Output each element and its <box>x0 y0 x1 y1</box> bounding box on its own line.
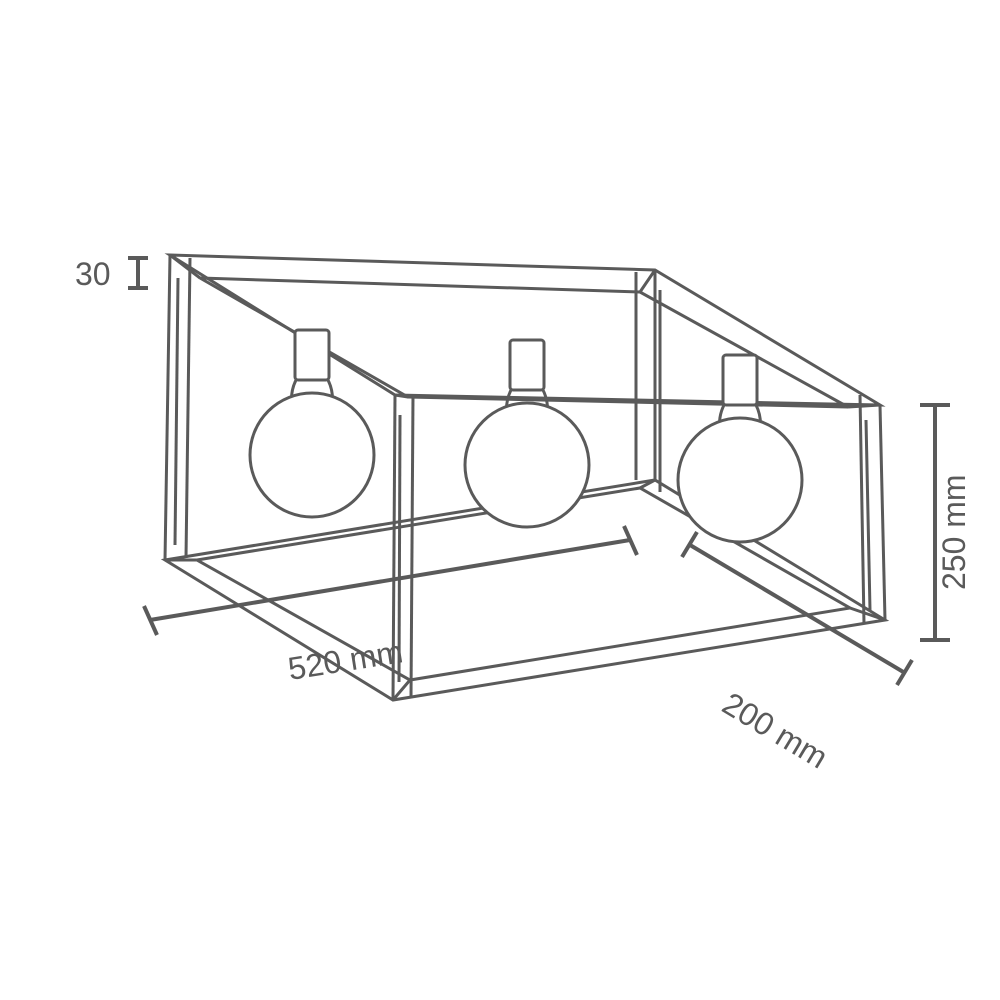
dim-height-label: 250 mm <box>936 474 972 590</box>
bulbs <box>250 330 802 542</box>
dim-depth-label: 200 mm <box>716 685 834 775</box>
dim-width-label: 520 mm <box>285 633 405 687</box>
dim-frame <box>128 258 148 288</box>
technical-drawing: 30 520 mm 200 mm 250 mm <box>0 0 1000 1000</box>
dim-depth <box>682 532 912 685</box>
dim-width <box>144 526 637 635</box>
dim-frame-label: 30 <box>75 256 111 292</box>
bulb-3 <box>678 355 802 542</box>
bulb-1 <box>250 330 374 517</box>
bulb-2 <box>465 340 589 527</box>
